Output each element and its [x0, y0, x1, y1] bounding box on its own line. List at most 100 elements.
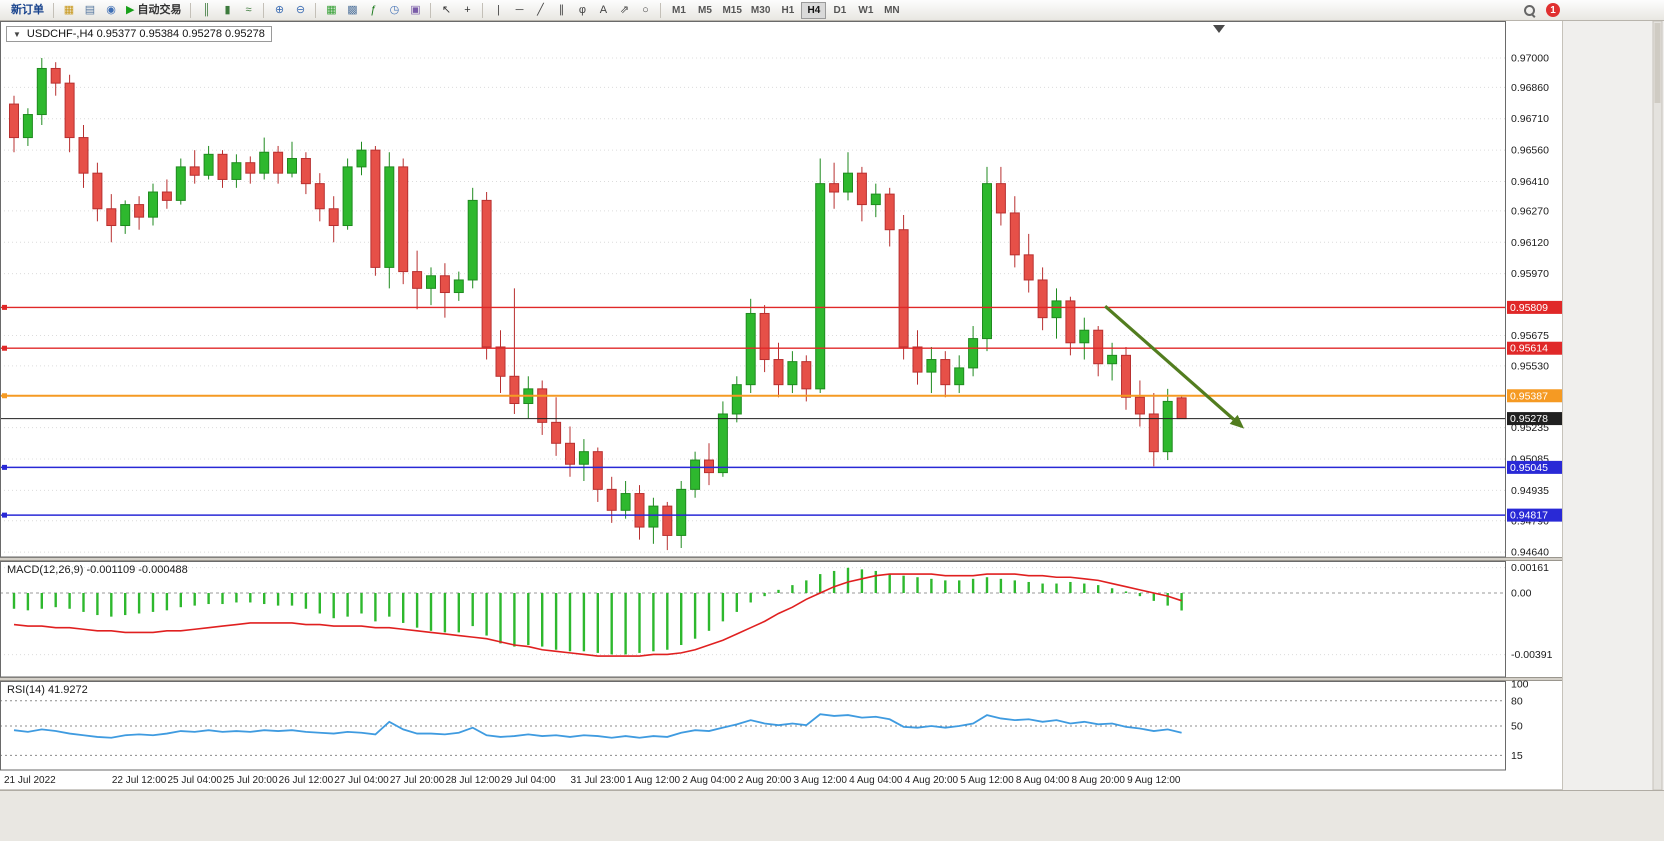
zoom-out-icon[interactable]: ⊖: [290, 1, 310, 19]
candle[interactable]: [745, 312, 756, 386]
candle[interactable]: [92, 172, 103, 210]
candle[interactable]: [982, 183, 992, 340]
candle[interactable]: [64, 82, 75, 139]
timeframe-button-w1[interactable]: W1: [858, 4, 874, 16]
candle[interactable]: [9, 103, 19, 139]
candle[interactable]: [1121, 354, 1131, 398]
candle[interactable]: [717, 413, 728, 474]
candle[interactable]: [439, 275, 450, 294]
candle[interactable]: [217, 153, 228, 180]
trendline-icon[interactable]: ╱: [530, 1, 550, 19]
candle[interactable]: [995, 183, 1006, 214]
candle[interactable]: [287, 158, 297, 174]
candle[interactable]: [148, 191, 158, 218]
candle[interactable]: [787, 361, 798, 386]
timeframe-button-h4[interactable]: H4: [801, 1, 827, 19]
candle[interactable]: [1162, 400, 1173, 453]
candle[interactable]: [829, 183, 840, 193]
templates-icon[interactable]: ▣: [405, 1, 425, 19]
candle[interactable]: [731, 384, 742, 415]
candle[interactable]: [259, 151, 270, 174]
candle[interactable]: [578, 451, 589, 465]
candle[interactable]: [314, 183, 325, 210]
candle[interactable]: [606, 488, 617, 511]
candle[interactable]: [356, 149, 367, 168]
data-window-icon[interactable]: ▤: [80, 1, 100, 19]
autotrading-button[interactable]: ▶ 自动交易: [122, 1, 185, 19]
line-chart-icon[interactable]: ≈: [238, 1, 258, 19]
candle[interactable]: [912, 346, 923, 373]
candle[interactable]: [1051, 300, 1062, 319]
candle[interactable]: [412, 271, 423, 289]
chart-window[interactable]: 0.97000 0.96860 0.96710 0.96560 0.96410 0.962…: [0, 21, 1664, 790]
candle[interactable]: [1023, 254, 1034, 281]
candle[interactable]: [175, 166, 186, 201]
channel-icon[interactable]: ∥: [551, 1, 571, 19]
timeframe-button-m30[interactable]: M30: [750, 4, 771, 16]
candle[interactable]: [50, 67, 61, 84]
candle[interactable]: [189, 166, 200, 176]
candle[interactable]: [551, 421, 562, 444]
candle[interactable]: [1107, 354, 1118, 365]
candle[interactable]: [592, 451, 603, 490]
candle[interactable]: [1176, 397, 1187, 420]
expand-quote-icon[interactable]: ▼: [13, 29, 21, 39]
candle[interactable]: [537, 388, 548, 423]
candle[interactable]: [1093, 329, 1104, 365]
period-icon[interactable]: ◷: [384, 1, 404, 19]
timeframe-button-m15[interactable]: M15: [722, 4, 742, 16]
candle[interactable]: [954, 367, 965, 386]
notification-badge[interactable]: 1: [1546, 3, 1560, 17]
candle[interactable]: [134, 204, 145, 218]
line-anchor[interactable]: [2, 345, 7, 351]
arrows-icon[interactable]: ⇗: [614, 1, 634, 19]
candle[interactable]: [620, 493, 631, 511]
candle[interactable]: [1037, 279, 1048, 319]
line-anchor[interactable]: [2, 464, 7, 470]
fibonacci-icon[interactable]: φ: [572, 1, 592, 19]
candle[interactable]: [78, 137, 89, 174]
candle[interactable]: [759, 312, 770, 361]
candle[interactable]: [968, 338, 979, 369]
line-anchor[interactable]: [2, 304, 7, 310]
navigator-icon[interactable]: ◉: [101, 1, 121, 19]
candle[interactable]: [565, 442, 575, 465]
candle[interactable]: [898, 229, 909, 348]
candle[interactable]: [1009, 212, 1020, 256]
line-anchor[interactable]: [2, 512, 7, 518]
candle[interactable]: [815, 183, 826, 390]
vertical-line-icon[interactable]: |: [488, 1, 508, 19]
charts-icon[interactable]: ▦: [59, 1, 79, 19]
candle[interactable]: [843, 172, 853, 193]
search-icon[interactable]: [1523, 4, 1536, 17]
candle[interactable]: [342, 166, 353, 227]
candle[interactable]: [120, 204, 131, 227]
chart-canvas[interactable]: 0.97000 0.96860 0.96710 0.96560 0.96410 0.962…: [0, 21, 1664, 790]
candle[interactable]: [870, 193, 881, 206]
horizontal-line-icon[interactable]: ─: [509, 1, 529, 19]
text-icon[interactable]: A: [593, 1, 613, 19]
new-order-button[interactable]: 新订单: [4, 1, 48, 19]
candle[interactable]: [856, 172, 867, 206]
tile-windows-icon[interactable]: ▦: [321, 1, 341, 19]
candle[interactable]: [1134, 396, 1145, 415]
candle[interactable]: [690, 459, 701, 490]
candle[interactable]: [648, 505, 659, 528]
cursor-icon[interactable]: ↖: [436, 1, 456, 19]
scrollbar-thumb[interactable]: [1654, 23, 1661, 103]
candle[interactable]: [398, 166, 409, 273]
candle[interactable]: [328, 208, 339, 227]
timeframe-button-h1[interactable]: H1: [781, 4, 795, 16]
candle[interactable]: [467, 199, 478, 281]
candle[interactable]: [676, 488, 687, 536]
candle[interactable]: [161, 191, 172, 201]
candle[interactable]: [370, 149, 381, 268]
candle[interactable]: [106, 208, 117, 227]
candle[interactable]: [801, 361, 812, 390]
cascade-windows-icon[interactable]: ▩: [342, 1, 362, 19]
chart-shift-marker[interactable]: [1213, 25, 1225, 33]
candlestick-chart-icon[interactable]: ▮: [217, 1, 237, 19]
candle[interactable]: [662, 505, 673, 536]
candle[interactable]: [453, 279, 464, 294]
indicators-icon[interactable]: ƒ: [363, 1, 383, 19]
